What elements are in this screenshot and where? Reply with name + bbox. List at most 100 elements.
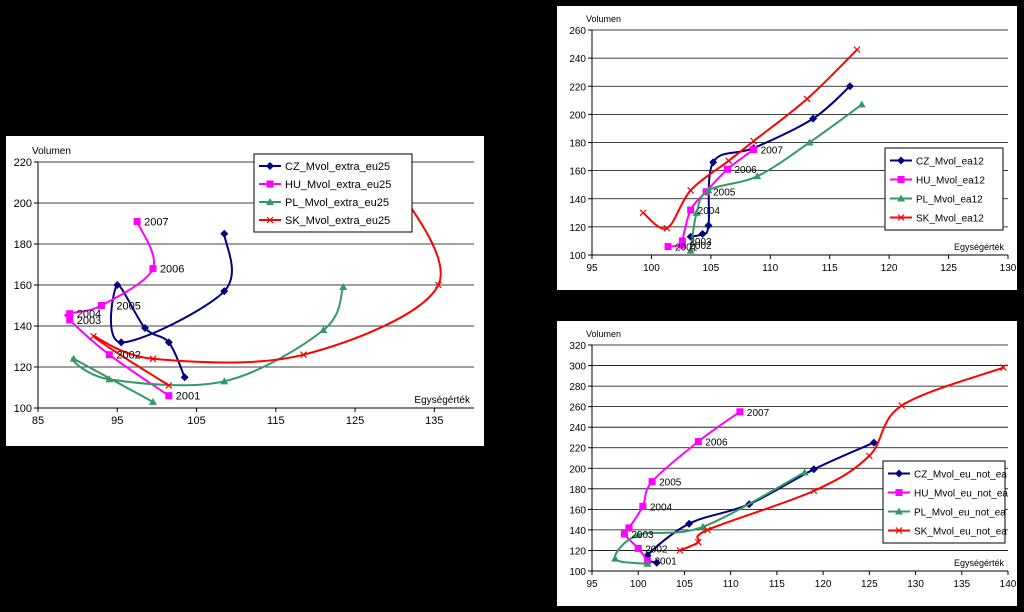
data-point — [678, 237, 686, 245]
data-point — [845, 82, 854, 91]
y-tick-label: 300 — [569, 362, 586, 373]
data-point — [800, 468, 809, 476]
x-tick-label: 105 — [703, 263, 720, 274]
data-point — [634, 544, 642, 552]
legend: CZ_Mvol_ea12 HU_Mvol_ea12 PL_Mvol_ea12 SK_M… — [884, 147, 1004, 231]
data-point — [434, 281, 442, 289]
series-HU_Mvol_eu_not_ea — [620, 408, 744, 565]
data-point — [692, 208, 701, 216]
legend-label: CZ_Mvol_extra_eu25 — [285, 161, 390, 173]
data-point — [694, 438, 702, 446]
data-point — [694, 538, 702, 546]
data-point — [753, 172, 762, 180]
x-tick-label: 135 — [953, 579, 970, 590]
series-PL_Mvol_eu_not_ea — [611, 468, 809, 567]
data-point — [704, 221, 713, 230]
y-tick-label: 260 — [569, 26, 586, 37]
data-point — [165, 392, 173, 400]
data-point — [220, 377, 229, 385]
year-annotation: 2002 — [689, 241, 712, 252]
data-point — [611, 554, 620, 562]
data-point — [723, 165, 731, 173]
legend-box — [882, 460, 1006, 544]
legend-label: CZ_Mvol_eu_not_ea — [914, 470, 1007, 481]
legend-item: PL_Mvol_extra_eu25 — [259, 197, 389, 209]
data-point — [898, 402, 906, 410]
legend-label: PL_Mvol_extra_eu25 — [285, 197, 389, 209]
y-tick-label: 100 — [14, 403, 32, 415]
year-annotation: 2003 — [77, 315, 101, 327]
legend-label: HU_Mvol_eu_not_ea — [914, 489, 1008, 500]
data-point — [105, 375, 114, 383]
y-tick-label: 260 — [569, 403, 586, 414]
y-tick-label: 160 — [569, 167, 586, 178]
legend: CZ_Mvol_extra_eu25 HU_Mvol_extra_eu25 PL_M… — [253, 153, 413, 233]
year-annotation: 2002 — [116, 350, 140, 362]
y-tick-label: 240 — [569, 423, 586, 434]
data-point — [803, 95, 811, 103]
data-point — [148, 397, 157, 405]
data-point — [810, 487, 818, 495]
x-tick-label: 130 — [907, 579, 924, 590]
x-tick-label: 120 — [881, 263, 898, 274]
series-line — [689, 103, 863, 251]
year-annotation: 2001 — [176, 391, 200, 403]
data-point — [805, 138, 814, 146]
legend-label: CZ_Mvol_ea12 — [916, 157, 984, 168]
data-point — [750, 137, 758, 145]
y-tick-label: 200 — [569, 110, 586, 121]
series-SK_Mvol_ea12 — [639, 46, 861, 232]
data-point — [676, 547, 684, 554]
year-annotation: 2002 — [645, 544, 668, 555]
data-point — [652, 558, 661, 567]
data-point — [865, 452, 873, 460]
data-point — [687, 206, 695, 214]
y-tick-label: 280 — [569, 382, 586, 393]
legend-marker — [895, 489, 903, 496]
year-annotation: 2004 — [77, 309, 101, 321]
legend-item: HU_Mvol_ea12 — [890, 176, 985, 187]
data-point — [164, 338, 173, 347]
data-point — [300, 351, 307, 359]
data-point — [149, 265, 157, 273]
legend-item: CZ_Mvol_ea12 — [890, 156, 984, 168]
chart-svg-extra-eu25: 100 120 140 160 180 200 220 85 95 105 115 125 135 Vol… — [14, 146, 474, 427]
x-axis-title: Egységérték — [414, 395, 471, 406]
data-point — [113, 281, 122, 289]
data-point — [133, 217, 141, 225]
legend-item: CZ_Mvol_eu_not_ea — [888, 469, 1007, 481]
legend-marker — [897, 214, 905, 221]
x-tick-label: 140 — [1000, 579, 1017, 590]
x-tick-label: 125 — [940, 263, 957, 274]
legend-item: SK_Mvol_eu_not_ea — [888, 527, 1007, 538]
y-tick-label: 120 — [14, 362, 32, 374]
year-annotation: 2007 — [761, 146, 784, 157]
legend-item: HU_Mvol_eu_not_ea — [888, 489, 1008, 500]
x-axis-title: Egységérték — [954, 242, 1005, 252]
y-tick-label: 200 — [14, 198, 32, 210]
x-tick-label: 115 — [822, 263, 838, 274]
legend-marker — [895, 527, 903, 534]
year-annotation: 2007 — [144, 216, 168, 228]
data-point — [686, 246, 695, 254]
year-annotation: 2004 — [650, 502, 673, 513]
data-point — [69, 354, 78, 362]
legend-marker — [266, 198, 274, 205]
legend-item: PL_Mvol_ea12 — [890, 194, 983, 206]
legend-item: SK_Mvol_ea12 — [890, 214, 984, 225]
data-point — [698, 229, 707, 238]
legend-item: CZ_Mvol_extra_eu25 — [259, 161, 390, 173]
y-tick-label: 100 — [569, 251, 586, 262]
y-tick-label: 220 — [569, 444, 586, 455]
year-annotation: 2005 — [659, 478, 682, 489]
y-axis-title: Volumen — [586, 14, 621, 24]
x-axis-title: Egységérték — [954, 558, 1005, 568]
x-tick-label: 95 — [111, 415, 123, 427]
data-point — [105, 351, 113, 359]
x-tick-label: 100 — [630, 579, 647, 590]
x-tick-label: 130 — [1000, 263, 1017, 274]
x-tick-label: 120 — [815, 579, 832, 590]
data-point — [750, 146, 758, 154]
data-point — [678, 241, 686, 249]
